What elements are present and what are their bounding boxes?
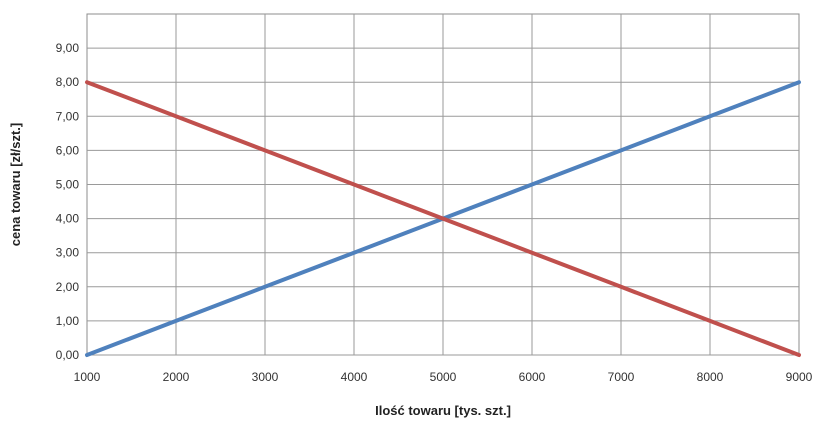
grid-lines bbox=[87, 14, 799, 356]
x-tick-label: 3000 bbox=[252, 370, 279, 384]
x-tick-label: 2000 bbox=[163, 370, 190, 384]
x-tick-label: 7000 bbox=[608, 370, 635, 384]
x-tick-label: 8000 bbox=[697, 370, 724, 384]
y-tick-label: 6,00 bbox=[56, 143, 80, 157]
series-layer bbox=[85, 80, 801, 357]
x-tick-label: 6000 bbox=[519, 370, 546, 384]
y-tick-label: 8,00 bbox=[56, 75, 80, 89]
y-tick-label: 9,00 bbox=[56, 41, 80, 55]
x-tick-label: 1000 bbox=[74, 370, 101, 384]
x-tick-label: 4000 bbox=[341, 370, 368, 384]
y-tick-label: 7,00 bbox=[56, 109, 80, 123]
y-axis-title: cena towaru [zł/szt.] bbox=[8, 123, 23, 247]
y-tick-label: 5,00 bbox=[56, 178, 80, 192]
x-axis-title: Ilość towaru [tys. szt.] bbox=[375, 403, 511, 418]
x-tick-labels: 1000 2000 3000 4000 5000 6000 7000 8000 9000 bbox=[74, 370, 813, 384]
y-tick-label: 0,00 bbox=[56, 348, 80, 362]
y-tick-label: 4,00 bbox=[56, 212, 80, 226]
x-tick-label: 9000 bbox=[786, 370, 813, 384]
y-tick-labels: 0,00 1,00 2,00 3,00 4,00 5,00 6,00 7,00 8,00 9,00 bbox=[56, 41, 80, 362]
series-line-2 bbox=[85, 80, 801, 357]
x-tick-label: 5000 bbox=[430, 370, 457, 384]
y-tick-label: 3,00 bbox=[56, 246, 80, 260]
y-tick-label: 1,00 bbox=[56, 314, 80, 328]
y-tick-label: 2,00 bbox=[56, 280, 80, 294]
